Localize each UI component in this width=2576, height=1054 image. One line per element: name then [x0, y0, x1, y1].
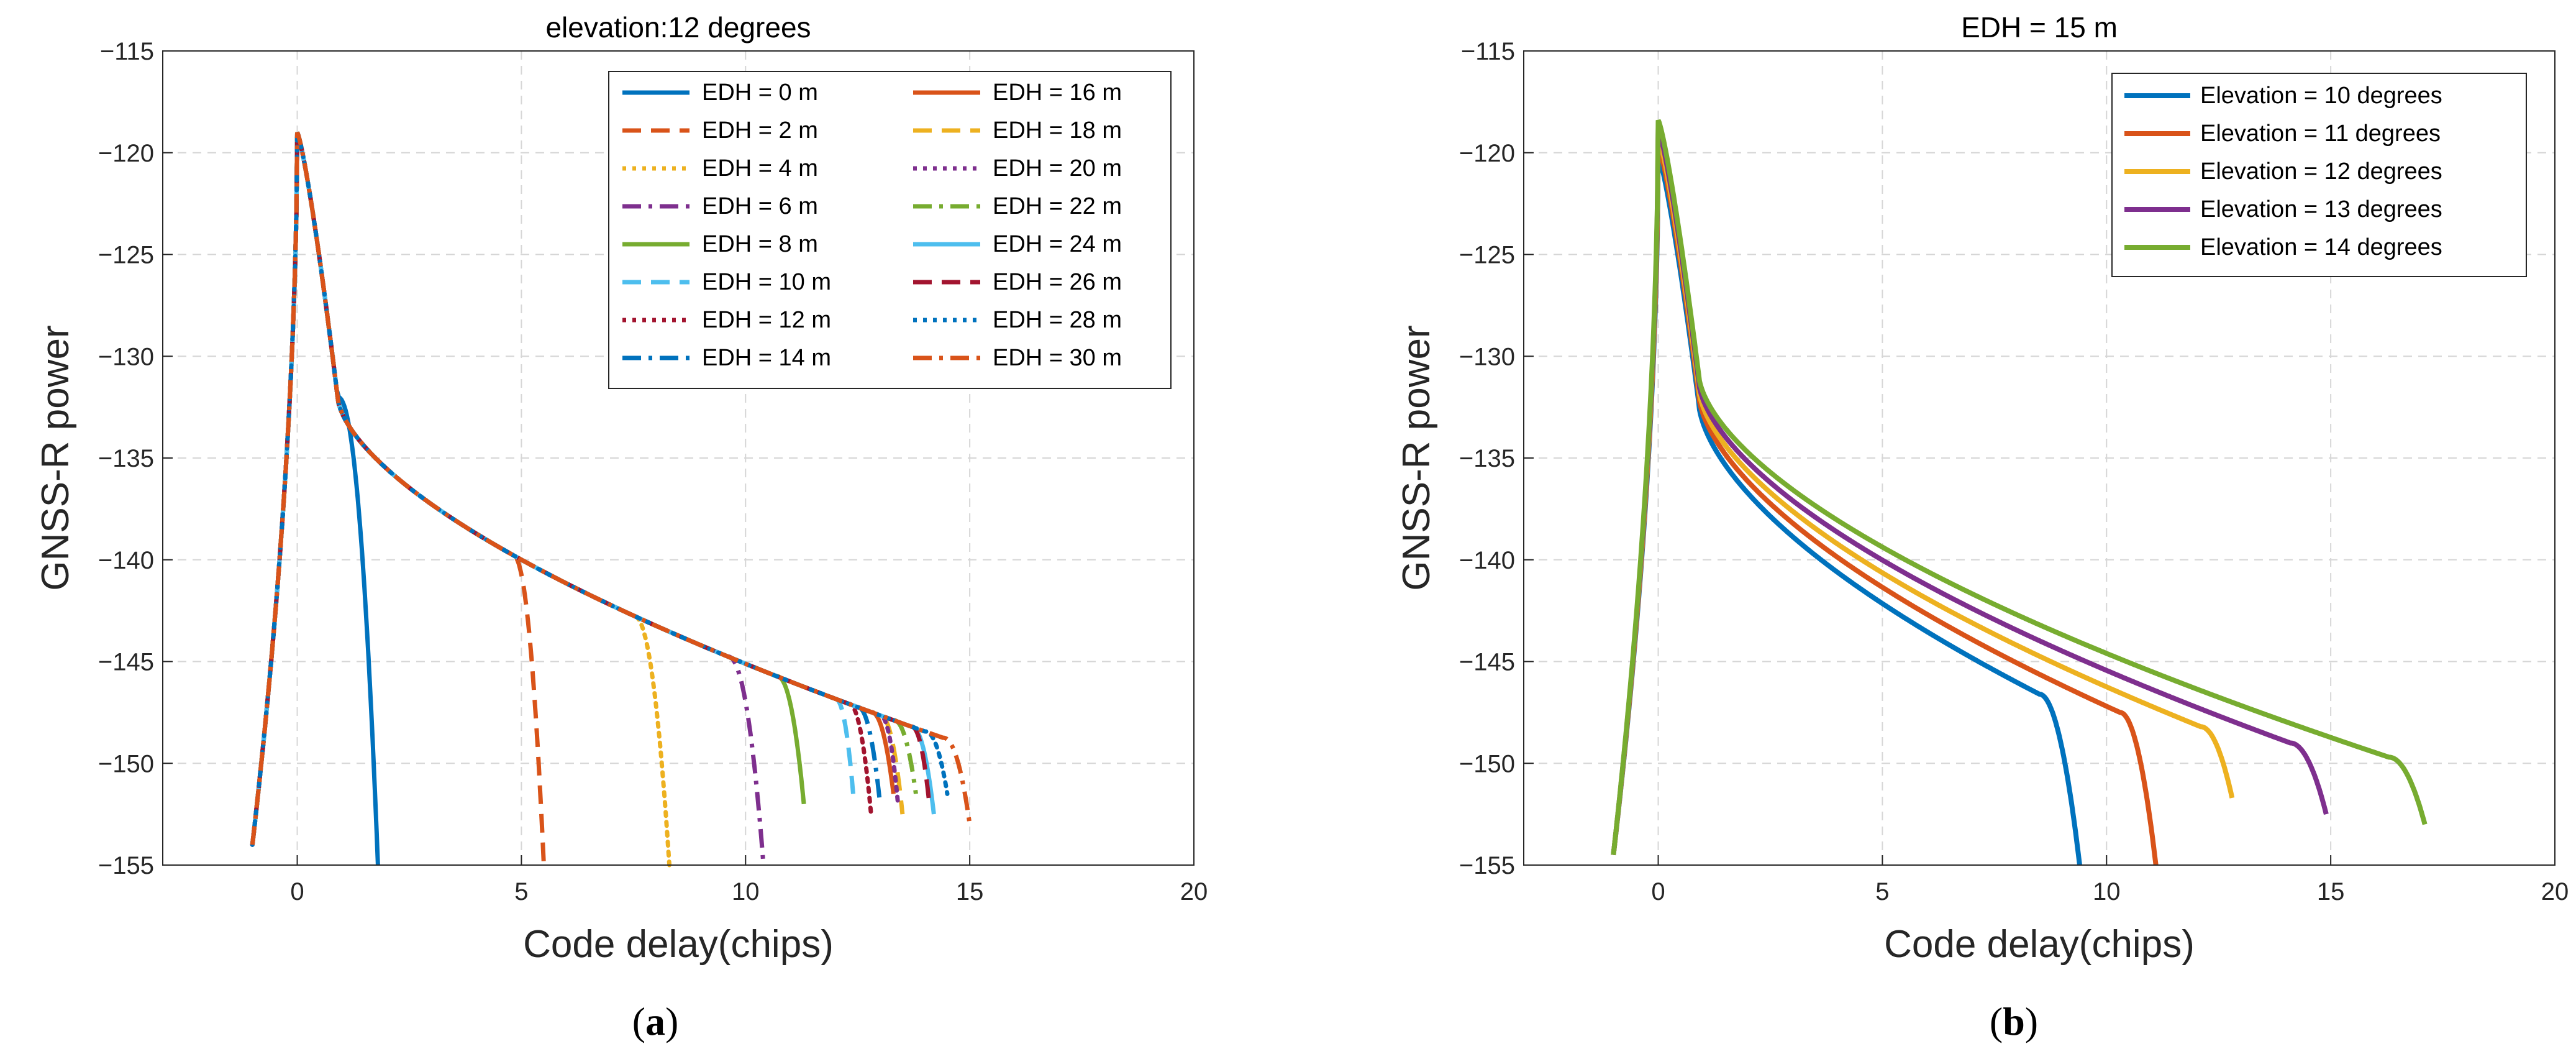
legend-label: EDH = 4 m: [702, 155, 818, 181]
legend-label: EDH = 20 m: [993, 155, 1122, 181]
y-tick-label: −135: [1459, 445, 1515, 472]
panel-a-caption-letter: a: [645, 999, 665, 1043]
y-tick-label: −150: [98, 750, 154, 777]
x-tick-label: 15: [956, 878, 984, 905]
y-tick-label: −115: [100, 38, 154, 65]
legend-box: [2111, 73, 2527, 277]
y-tick-label: −135: [98, 445, 154, 472]
panel-a-legend: EDH = 0 m EDH = 2 m EDH = 4 m EDH = 6 m EDH …: [608, 71, 1172, 389]
x-tick-label: 10: [2093, 878, 2121, 905]
series-line-elevation-3: [1611, 127, 2329, 856]
legend-label: Elevation = 10 degrees: [2200, 83, 2442, 109]
legend-label: EDH = 16 m: [993, 80, 1122, 106]
series-line-elevation-4: [1611, 119, 2428, 856]
x-tick-label: 15: [2317, 878, 2345, 905]
x-tick-label: 20: [2541, 878, 2569, 905]
y-tick-label: −155: [98, 852, 154, 879]
x-tick-label: 10: [732, 878, 760, 905]
panel-a-y-axis-label: GNSS-R power: [34, 325, 77, 590]
y-tick-label: −125: [1459, 242, 1515, 269]
panel-a-chart: 0 5 10 15 20 −115 −120 −125 −130 −135 −140 −145 −150…: [34, 11, 1208, 1043]
legend-label: EDH = 18 m: [993, 117, 1122, 144]
legend-label: Elevation = 13 degrees: [2200, 196, 2442, 222]
legend-label: EDH = 6 m: [702, 193, 818, 219]
x-tick-label: 20: [1180, 878, 1208, 905]
legend-label: EDH = 14 m: [702, 345, 831, 371]
panel-a-title: elevation:12 degrees: [545, 11, 811, 44]
x-tick-label: 0: [290, 878, 304, 905]
legend-label: EDH = 22 m: [993, 193, 1122, 219]
panel-b-legend: Elevation = 10 degrees Elevation = 11 deg…: [2111, 73, 2527, 277]
series-line-edh-2: [250, 131, 672, 868]
panel-a-ticks: 0 5 10 15 20 −115 −120 −125 −130 −135 −140 −145 −150…: [98, 38, 1208, 905]
y-tick-label: −145: [98, 649, 154, 676]
x-tick-label: 0: [1651, 878, 1665, 905]
legend-label: EDH = 10 m: [702, 269, 831, 295]
legend-label: Elevation = 14 degrees: [2200, 234, 2442, 260]
y-tick-label: −125: [98, 242, 154, 269]
legend-label: Elevation = 11 degrees: [2200, 121, 2441, 147]
legend-label: Elevation = 12 degrees: [2200, 158, 2442, 185]
y-tick-label: −130: [98, 343, 154, 370]
y-tick-label: −140: [98, 547, 154, 574]
series-line-elevation-2: [1611, 135, 2235, 856]
panel-b-series-lines: [1611, 119, 2428, 866]
panel-a-caption: (a): [632, 999, 679, 1043]
legend-label: EDH = 0 m: [702, 80, 818, 106]
x-tick-label: 5: [1875, 878, 1889, 905]
y-tick-label: −145: [1459, 649, 1515, 676]
series-line-elevation-1: [1611, 144, 2159, 866]
panel-b-y-axis-label: GNSS-R power: [1395, 325, 1438, 590]
panel-b-x-axis-label: Code delay(chips): [1884, 923, 2195, 966]
legend-label: EDH = 28 m: [993, 307, 1122, 333]
y-tick-label: −120: [1459, 140, 1515, 167]
y-tick-label: −120: [98, 140, 154, 167]
legend-label: EDH = 30 m: [993, 345, 1122, 371]
y-tick-label: −140: [1459, 547, 1515, 574]
panel-b-caption-letter: b: [2003, 999, 2025, 1043]
legend-label: EDH = 2 m: [702, 117, 818, 144]
legend-label: EDH = 8 m: [702, 231, 818, 257]
panel-a-x-axis-label: Code delay(chips): [523, 923, 834, 966]
y-tick-label: −130: [1459, 343, 1515, 370]
y-tick-label: −150: [1459, 750, 1515, 777]
series-line-edh-15: [250, 131, 972, 845]
panel-b-chart: 0 5 10 15 20 −115 −120 −125 −130 −135 −140 −145 −150…: [1395, 11, 2569, 1043]
legend-label: EDH = 24 m: [993, 231, 1122, 257]
legend-label: EDH = 12 m: [702, 307, 831, 333]
x-tick-label: 5: [514, 878, 528, 905]
panel-a-series-lines: [250, 131, 972, 868]
y-tick-label: −155: [1459, 852, 1515, 879]
panel-b-title: EDH = 15 m: [1961, 11, 2118, 44]
legend-box: [608, 71, 1172, 389]
y-tick-label: −115: [1461, 38, 1515, 65]
panel-b-caption: (b): [1990, 999, 2038, 1043]
legend-label: EDH = 26 m: [993, 269, 1122, 295]
panel-b-ticks: 0 5 10 15 20 −115 −120 −125 −130 −135 −140 −145 −150…: [1459, 38, 2569, 905]
